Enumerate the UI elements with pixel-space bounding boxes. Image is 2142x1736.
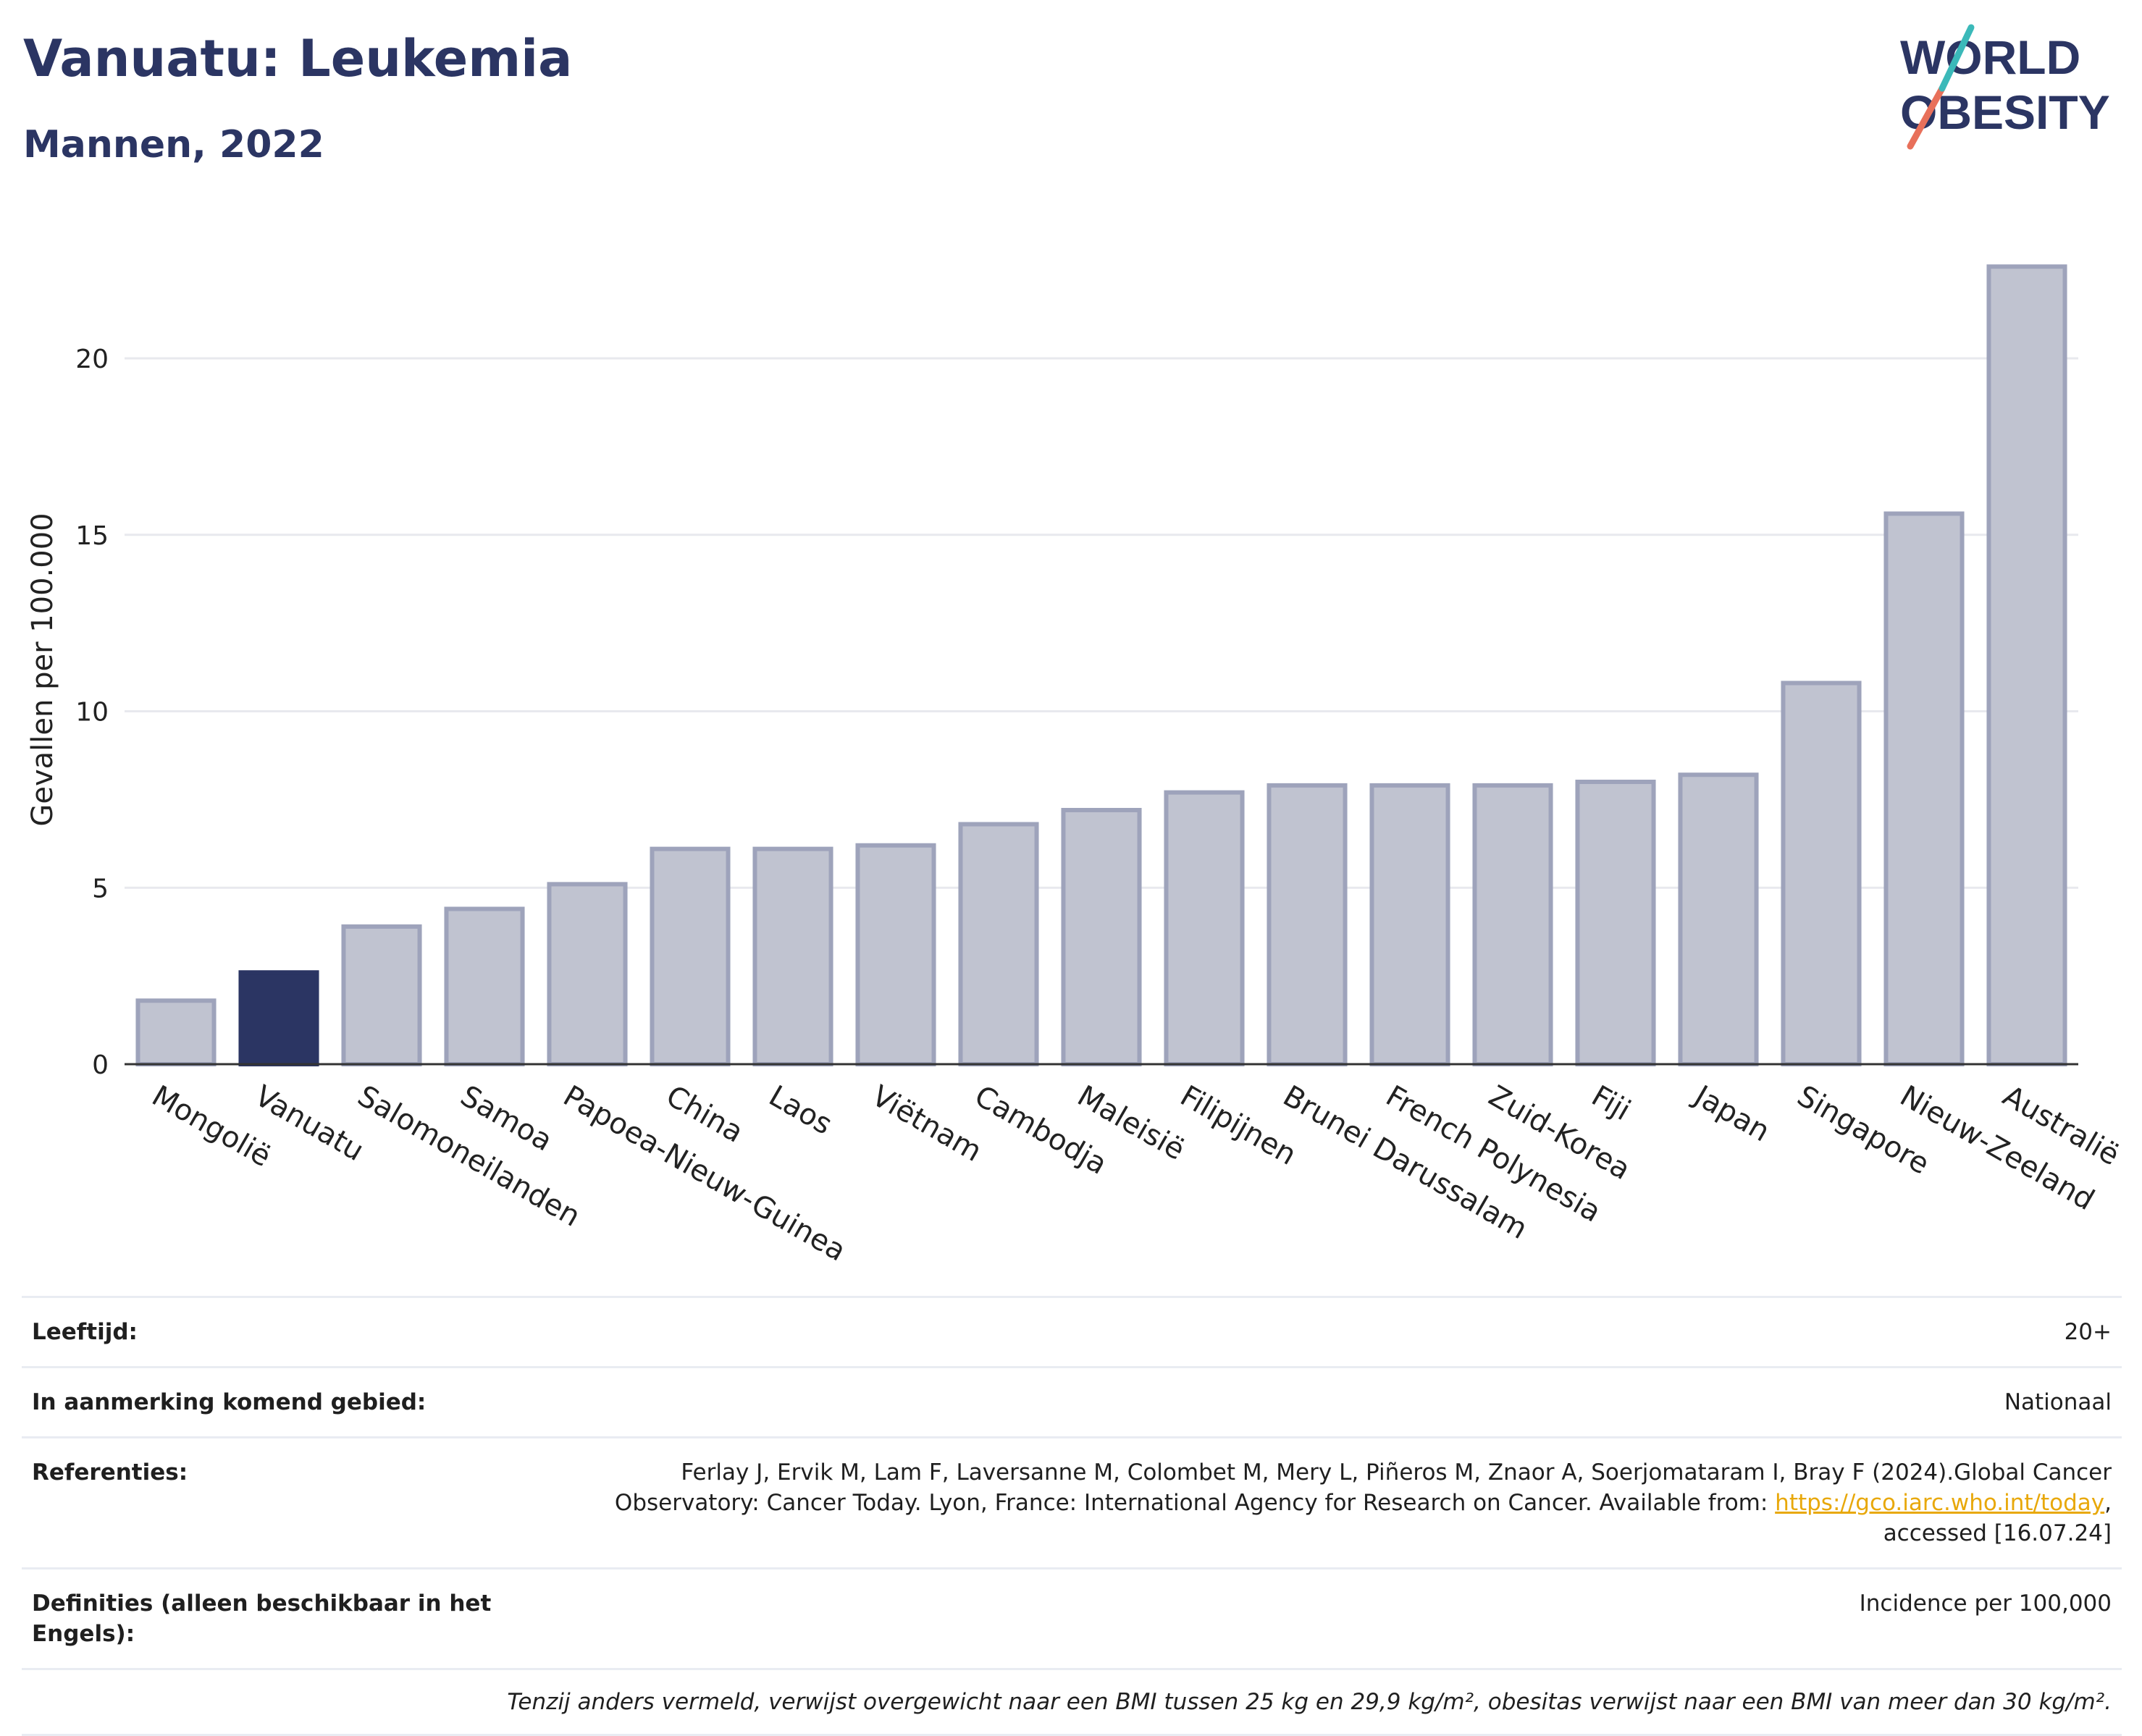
- bar-salomoneilanden: [341, 924, 422, 1066]
- info-row-definitions: Definities (alleen beschikbaar in het En…: [22, 1567, 2122, 1668]
- references-text: Ferlay J, Ervik M, Lam F, Laversanne M, …: [614, 1459, 2112, 1516]
- age-label: Leeftijd:: [32, 1319, 138, 1345]
- info-row-age: Leeftijd: 20+: [22, 1296, 2122, 1366]
- footnote: Tenzij anders vermeld, verwijst overgewi…: [507, 1689, 2112, 1715]
- bar-vanuatu: [238, 970, 319, 1066]
- info-row-references: Referenties: Ferlay J, Ervik M, Lam F, L…: [22, 1436, 2122, 1567]
- bar-french-polynesia: [1369, 783, 1450, 1066]
- world-obesity-logo: WORLD OBESITY: [1900, 24, 2110, 150]
- x-tick-label: Filipijnen: [1175, 1079, 1302, 1172]
- bar-papoea-nieuw-guinea: [547, 882, 628, 1066]
- bar-cambodja: [958, 822, 1039, 1066]
- bar-china: [650, 846, 731, 1066]
- bar-zuid-korea: [1472, 783, 1553, 1066]
- x-tick-label: Laos: [763, 1079, 838, 1142]
- bar-mongoli-: [135, 998, 217, 1066]
- definitions-label: Definities (alleen beschikbaar in het En…: [32, 1590, 492, 1647]
- page-subtitle: Mannen, 2022: [23, 123, 324, 167]
- area-value: Nationaal: [2004, 1389, 2112, 1415]
- bar-samoa: [444, 906, 525, 1066]
- references-accessed: , accessed [16.07.24]: [1883, 1490, 2112, 1546]
- bar-maleisi-: [1061, 808, 1142, 1066]
- bar-chart: 05101520MongoliëVanuatuSalomoneilandenSa…: [26, 264, 2125, 1268]
- bar-singapore: [1781, 681, 1862, 1066]
- bar-vi-tnam: [855, 843, 936, 1066]
- x-tick-label: Viëtnam: [866, 1079, 987, 1168]
- definitions-value: Incidence per 100,000: [1859, 1590, 2112, 1617]
- references-label: Referenties:: [32, 1459, 188, 1486]
- y-tick-label: 5: [92, 874, 109, 903]
- y-axis-label: Gevallen per 100.000: [26, 513, 59, 826]
- y-tick-label: 20: [75, 345, 109, 374]
- bar-australi-: [1986, 264, 2067, 1066]
- area-label: In aanmerking komend gebied:: [32, 1389, 427, 1415]
- references-value: Ferlay J, Ervik M, Lam F, Laversanne M, …: [533, 1457, 2112, 1549]
- bar-filipijnen: [1164, 790, 1245, 1066]
- y-tick-label: 15: [75, 521, 109, 551]
- bar-fiji: [1575, 780, 1656, 1066]
- info-table: Leeftijd: 20+ In aanmerking komend gebie…: [22, 1296, 2122, 1736]
- age-value: 20+: [2064, 1319, 2112, 1345]
- bar-laos: [752, 846, 833, 1066]
- bar-nieuw-zeeland: [1883, 511, 1965, 1066]
- y-tick-label: 10: [75, 698, 109, 728]
- info-row-area: In aanmerking komend gebied: Nationaal: [22, 1366, 2122, 1436]
- page-title: Vanuatu: Leukemia: [23, 29, 573, 88]
- bar-brunei-darussalam: [1267, 783, 1348, 1066]
- x-tick-label: Japan: [1687, 1078, 1775, 1148]
- info-row-note: Tenzij anders vermeld, verwijst overgewi…: [22, 1668, 2122, 1736]
- y-tick-label: 0: [92, 1050, 109, 1080]
- logo-line1: WORLD: [1900, 30, 2080, 84]
- references-link[interactable]: https://gco.iarc.who.int/today: [1775, 1490, 2105, 1516]
- x-tick-label: Fiji: [1586, 1079, 1636, 1128]
- bar-japan: [1678, 772, 1759, 1066]
